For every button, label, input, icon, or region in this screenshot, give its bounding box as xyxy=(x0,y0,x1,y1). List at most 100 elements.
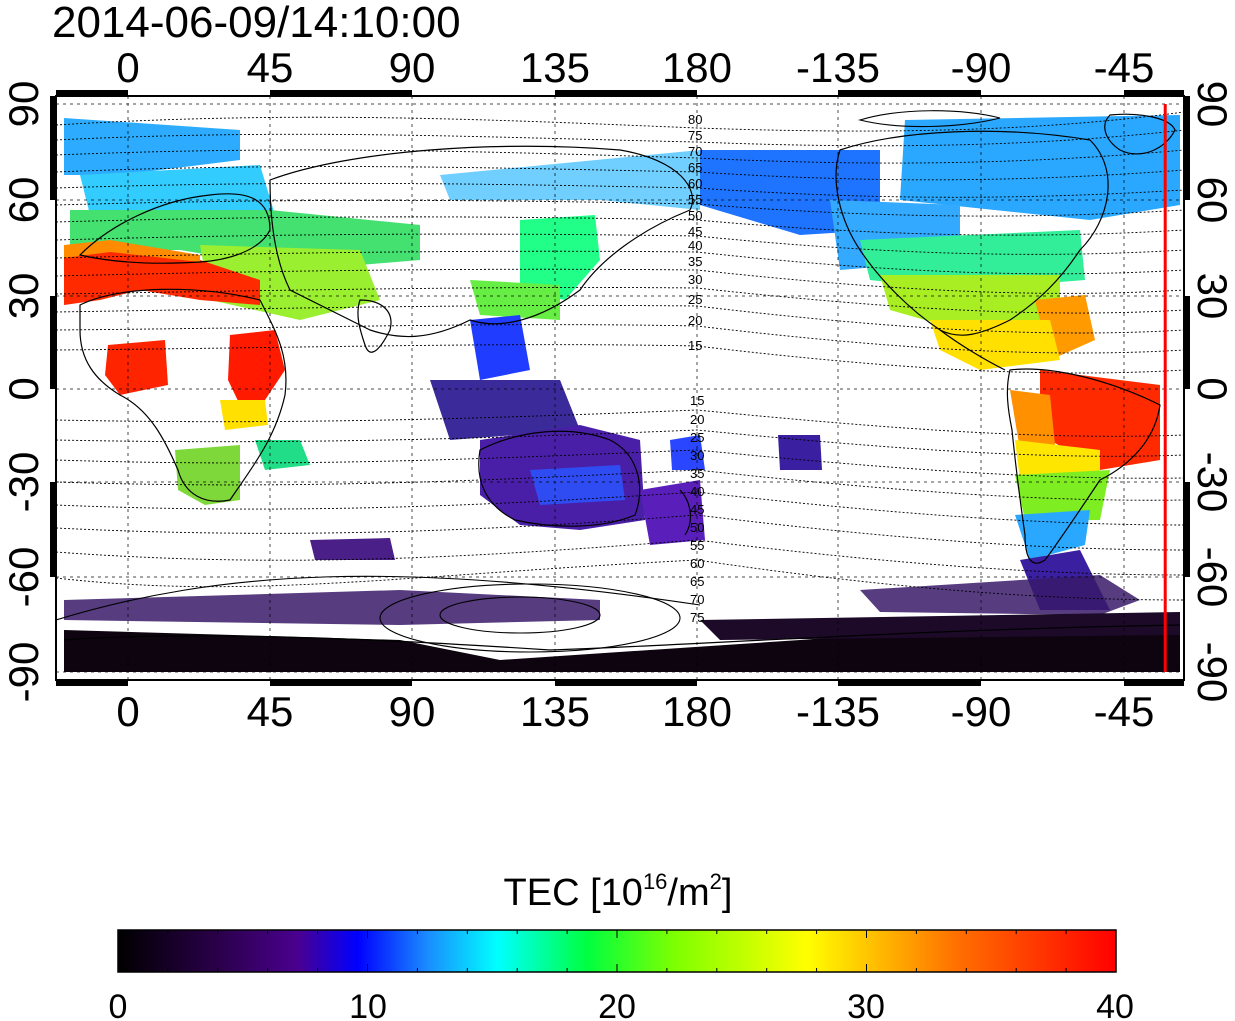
contour-label: 80 xyxy=(688,112,702,127)
region-northern-eurasia xyxy=(64,118,240,175)
contour-label: 20 xyxy=(688,313,702,328)
contour-label: 50 xyxy=(690,520,704,535)
x-tick-bottom: 135 xyxy=(520,688,590,735)
colorbar-title-sup: 16 xyxy=(643,869,667,894)
contour-label: 20 xyxy=(690,412,704,427)
x-tick-bottom: -135 xyxy=(796,688,880,735)
map-panel: 80 75 70 65 60 55 50 45 40 35 30 25 20 1… xyxy=(50,90,1190,686)
contour-label: 75 xyxy=(690,610,704,625)
timestamp: 2014-06-09/14:10:00 xyxy=(52,0,461,47)
x-tick-top: -135 xyxy=(796,44,880,91)
contour-label: 35 xyxy=(688,254,702,269)
x-tick-bottom: 0 xyxy=(116,688,139,735)
region-europe-north-africa xyxy=(64,248,260,305)
y-tick-right: 0 xyxy=(1189,377,1235,400)
region-south-america-north xyxy=(1040,370,1160,470)
contour-label: 50 xyxy=(688,208,702,223)
contour-label: 60 xyxy=(688,176,702,191)
region-east-asia xyxy=(470,280,560,320)
y-tick-left: -30 xyxy=(0,452,47,513)
contour-label: 70 xyxy=(688,144,702,159)
y-tick-right: -30 xyxy=(1189,452,1235,513)
x-tick-top: 135 xyxy=(520,44,590,91)
y-tick-left: 0 xyxy=(0,377,47,400)
contour-label: 35 xyxy=(690,466,704,481)
region-antarctica xyxy=(700,612,1180,640)
region-new-zealand xyxy=(670,435,705,470)
region-north-america xyxy=(900,115,1180,220)
contour-label: 25 xyxy=(690,430,704,445)
y-tick-left: 30 xyxy=(0,273,47,320)
contour-label: 45 xyxy=(688,224,702,239)
colorbar: TEC [1016/m2] 0 10 20 30 40 xyxy=(109,869,1134,1021)
contour-label: 55 xyxy=(690,538,704,553)
region-southern-ocean xyxy=(64,590,600,625)
y-tick-left: 90 xyxy=(0,81,47,128)
magnetic-contours xyxy=(56,111,1184,601)
x-tick-bottom: -45 xyxy=(1094,688,1155,735)
x-tick-bottom: 180 xyxy=(662,688,732,735)
region-southern-africa xyxy=(175,445,240,505)
contour-label: 65 xyxy=(690,574,704,589)
contour-label: 30 xyxy=(688,272,702,287)
x-tick-top: 45 xyxy=(247,44,294,91)
contour-label: 70 xyxy=(690,592,704,607)
colorbar-title-end: ] xyxy=(722,872,733,914)
region-pacific xyxy=(778,435,822,470)
colorbar-title: TEC [1016/m2] xyxy=(504,869,733,914)
region-south-america-central xyxy=(1015,440,1100,480)
colorbar-label: 40 xyxy=(1096,988,1134,1021)
graticule xyxy=(56,96,1184,680)
contour-label: 30 xyxy=(690,448,704,463)
x-tick-top: -90 xyxy=(951,44,1012,91)
y-tick-right: 90 xyxy=(1189,81,1235,128)
x-axis-top: 0 45 90 135 180 -135 -90 -45 xyxy=(116,44,1154,91)
y-tick-left: -90 xyxy=(0,642,47,703)
x-tick-bottom: 45 xyxy=(247,688,294,735)
x-tick-top: -45 xyxy=(1094,44,1155,91)
region-southern-ocean xyxy=(310,538,395,560)
x-axis-bottom: 0 45 90 135 180 -135 -90 -45 xyxy=(116,688,1154,735)
contour-label: 55 xyxy=(688,192,702,207)
contour-label: 15 xyxy=(688,338,702,353)
y-tick-right: -60 xyxy=(1189,547,1235,608)
region-central-africa xyxy=(220,400,268,430)
magnetic-pole-loops xyxy=(56,110,1001,653)
x-tick-top: 180 xyxy=(662,44,732,91)
map-border-ticks xyxy=(50,90,1190,686)
y-tick-right: 30 xyxy=(1189,273,1235,320)
colorbar-title-unit: /m xyxy=(667,872,709,914)
x-tick-bottom: -90 xyxy=(951,688,1012,735)
region-southeast-asia xyxy=(430,380,580,440)
x-tick-bottom: 90 xyxy=(389,688,436,735)
x-tick-top: 90 xyxy=(389,44,436,91)
colorbar-label: 0 xyxy=(109,988,128,1021)
x-tick-top: 0 xyxy=(116,44,139,91)
contour-label: 45 xyxy=(690,502,704,517)
colorbar-label: 30 xyxy=(847,988,885,1021)
region-east-asia xyxy=(520,215,600,300)
contour-label: 15 xyxy=(690,393,704,408)
region-east-asia xyxy=(440,150,700,210)
contour-label: 40 xyxy=(688,238,702,253)
contour-labels: 80 75 70 65 60 55 50 45 40 35 30 25 20 1… xyxy=(688,112,704,625)
colorbar-title-main: TEC [10 xyxy=(504,872,643,914)
coastlines xyxy=(63,113,1181,651)
colorbar-ticks xyxy=(117,930,1117,972)
colorbar-label: 20 xyxy=(598,988,636,1021)
y-tick-right: -90 xyxy=(1189,642,1235,703)
y-axis-right: 90 60 30 0 -30 -60 -90 xyxy=(1189,81,1235,703)
y-tick-left: -60 xyxy=(0,547,47,608)
y-tick-left: 60 xyxy=(0,177,47,224)
tec-data-layer xyxy=(64,115,1180,672)
contour-label: 40 xyxy=(690,484,704,499)
contour-label: 60 xyxy=(690,556,704,571)
contour-label: 65 xyxy=(688,160,702,175)
region-central-africa xyxy=(105,340,168,395)
region-europe-north-africa xyxy=(64,240,200,262)
colorbar-title-sup2: 2 xyxy=(710,869,722,894)
y-tick-right: 60 xyxy=(1189,177,1235,224)
y-axis-left: 90 60 30 0 -30 -60 -90 xyxy=(0,81,47,703)
colorbar-label: 10 xyxy=(349,988,387,1021)
